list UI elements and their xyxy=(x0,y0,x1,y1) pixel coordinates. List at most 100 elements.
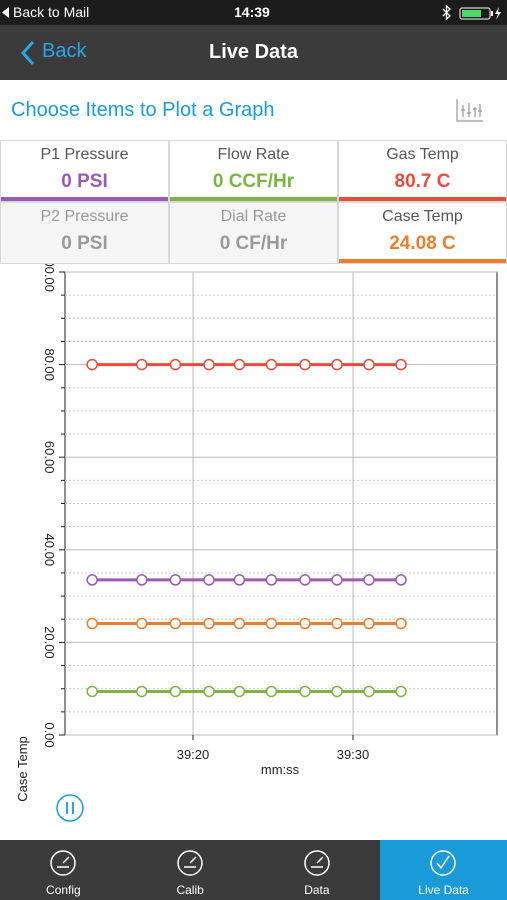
x-axis-label: mm:ss xyxy=(261,762,300,777)
data-point xyxy=(136,685,148,698)
data-point xyxy=(86,685,98,698)
data-tile[interactable]: P1 Pressure 0 PSI xyxy=(0,140,169,202)
data-point xyxy=(136,574,148,586)
data-tile[interactable]: Flow Rate 0 CCF/Hr xyxy=(169,140,338,202)
tile-label: Flow Rate xyxy=(217,146,290,163)
data-point xyxy=(203,358,215,371)
data-point xyxy=(265,574,278,586)
data-point xyxy=(299,574,311,586)
tab-label: Config xyxy=(46,883,81,897)
y-tick-label: 0.00 xyxy=(42,722,57,747)
back-arrow-icon xyxy=(2,7,9,18)
tab-icon xyxy=(50,850,76,876)
tab-bar: Config Calib Data Live Data xyxy=(0,840,507,900)
x-tick-label: 39:20 xyxy=(177,747,210,762)
tab-label: Data xyxy=(304,883,330,897)
tile-value: 0 PSI xyxy=(61,171,108,192)
data-point xyxy=(86,574,98,586)
y-tick-label: 60.00 xyxy=(42,441,57,474)
data-point xyxy=(136,617,148,630)
tile-label: P1 Pressure xyxy=(40,146,129,163)
tile-value: 0 CF/Hr xyxy=(219,233,288,254)
tile-label: P2 Pressure xyxy=(40,208,129,225)
data-point xyxy=(395,358,407,371)
header: Choose Items to Plot a Graph xyxy=(0,80,507,140)
data-point xyxy=(363,617,375,630)
tab[interactable]: Live Data xyxy=(380,840,507,900)
data-point xyxy=(395,685,407,698)
data-point xyxy=(395,617,407,630)
tab[interactable]: Data xyxy=(254,840,381,900)
data-point xyxy=(203,685,215,698)
x-tick-label: 39:30 xyxy=(337,747,370,762)
tile-value: 0 CCF/Hr xyxy=(212,171,295,192)
data-point xyxy=(233,685,246,698)
tile-value: 80.7 C xyxy=(394,171,451,192)
data-point xyxy=(265,358,278,371)
data-point xyxy=(169,617,182,630)
data-point xyxy=(169,574,182,586)
data-tile[interactable]: P2 Pressure 0 PSI xyxy=(0,202,169,264)
data-tile[interactable]: Dial Rate 0 CF/Hr xyxy=(169,202,338,264)
y-tick-label: 100.00 xyxy=(42,264,57,292)
data-point xyxy=(363,358,375,371)
tab-icon xyxy=(177,850,203,876)
data-point xyxy=(86,617,98,630)
tile-label: Case Temp xyxy=(382,208,463,225)
data-point xyxy=(331,574,343,586)
tile-underline xyxy=(339,259,506,263)
data-point xyxy=(363,574,375,586)
data-point xyxy=(299,685,311,698)
data-point xyxy=(169,685,182,698)
status-icons xyxy=(442,5,501,21)
tab-icon xyxy=(430,850,456,876)
back-chevron[interactable] xyxy=(20,40,36,66)
data-point xyxy=(203,617,215,630)
status-bar: Back to Mail 14:39 xyxy=(0,0,507,25)
tiles-grid: P1 Pressure 0 PSI Flow Rate 0 CCF/Hr Gas Tem… xyxy=(0,140,507,264)
tab-icon xyxy=(303,850,330,876)
y-tick-label: 80.00 xyxy=(42,348,57,381)
data-point xyxy=(265,685,278,698)
data-point xyxy=(395,574,407,586)
data-point xyxy=(363,685,375,698)
data-point xyxy=(331,685,343,698)
tile-underline xyxy=(170,197,337,201)
header-title: Choose Items to Plot a Graph xyxy=(11,99,275,121)
data-point xyxy=(233,358,246,371)
data-point xyxy=(299,358,311,371)
plot-settings-icon[interactable] xyxy=(455,97,485,123)
tile-underline xyxy=(1,197,168,201)
data-point xyxy=(299,617,311,630)
data-point xyxy=(331,617,343,630)
data-tile[interactable]: Case Temp 24.08 C xyxy=(338,202,507,264)
tile-value: 0 PSI xyxy=(61,233,108,254)
data-point xyxy=(203,574,215,586)
tab[interactable]: Calib xyxy=(127,840,254,900)
tile-label: Dial Rate xyxy=(220,208,287,225)
data-point xyxy=(233,617,246,630)
data-tile[interactable]: Gas Temp 80.7 C xyxy=(338,140,507,202)
nav-title: Live Data xyxy=(209,41,298,63)
nav-bar: Back Live Data xyxy=(0,25,507,80)
data-point xyxy=(136,358,148,371)
data-point xyxy=(233,574,246,586)
y-tick-label: 40.00 xyxy=(42,534,57,567)
back-button[interactable]: Back xyxy=(42,40,87,62)
tab[interactable]: Config xyxy=(0,840,127,900)
pause-button[interactable] xyxy=(56,794,84,822)
data-point xyxy=(86,358,98,371)
back-to-app[interactable]: Back to Mail xyxy=(13,4,90,20)
y-axis-label: Case Temp xyxy=(15,736,30,802)
data-point xyxy=(169,358,182,371)
tile-label: Gas Temp xyxy=(386,146,459,163)
tile-underline xyxy=(339,197,506,201)
tab-label: Calib xyxy=(176,883,204,897)
pause-icon xyxy=(66,802,74,814)
data-point xyxy=(331,358,343,371)
clock: 14:39 xyxy=(234,4,270,20)
tile-value: 24.08 C xyxy=(389,233,456,254)
data-point xyxy=(265,617,278,630)
